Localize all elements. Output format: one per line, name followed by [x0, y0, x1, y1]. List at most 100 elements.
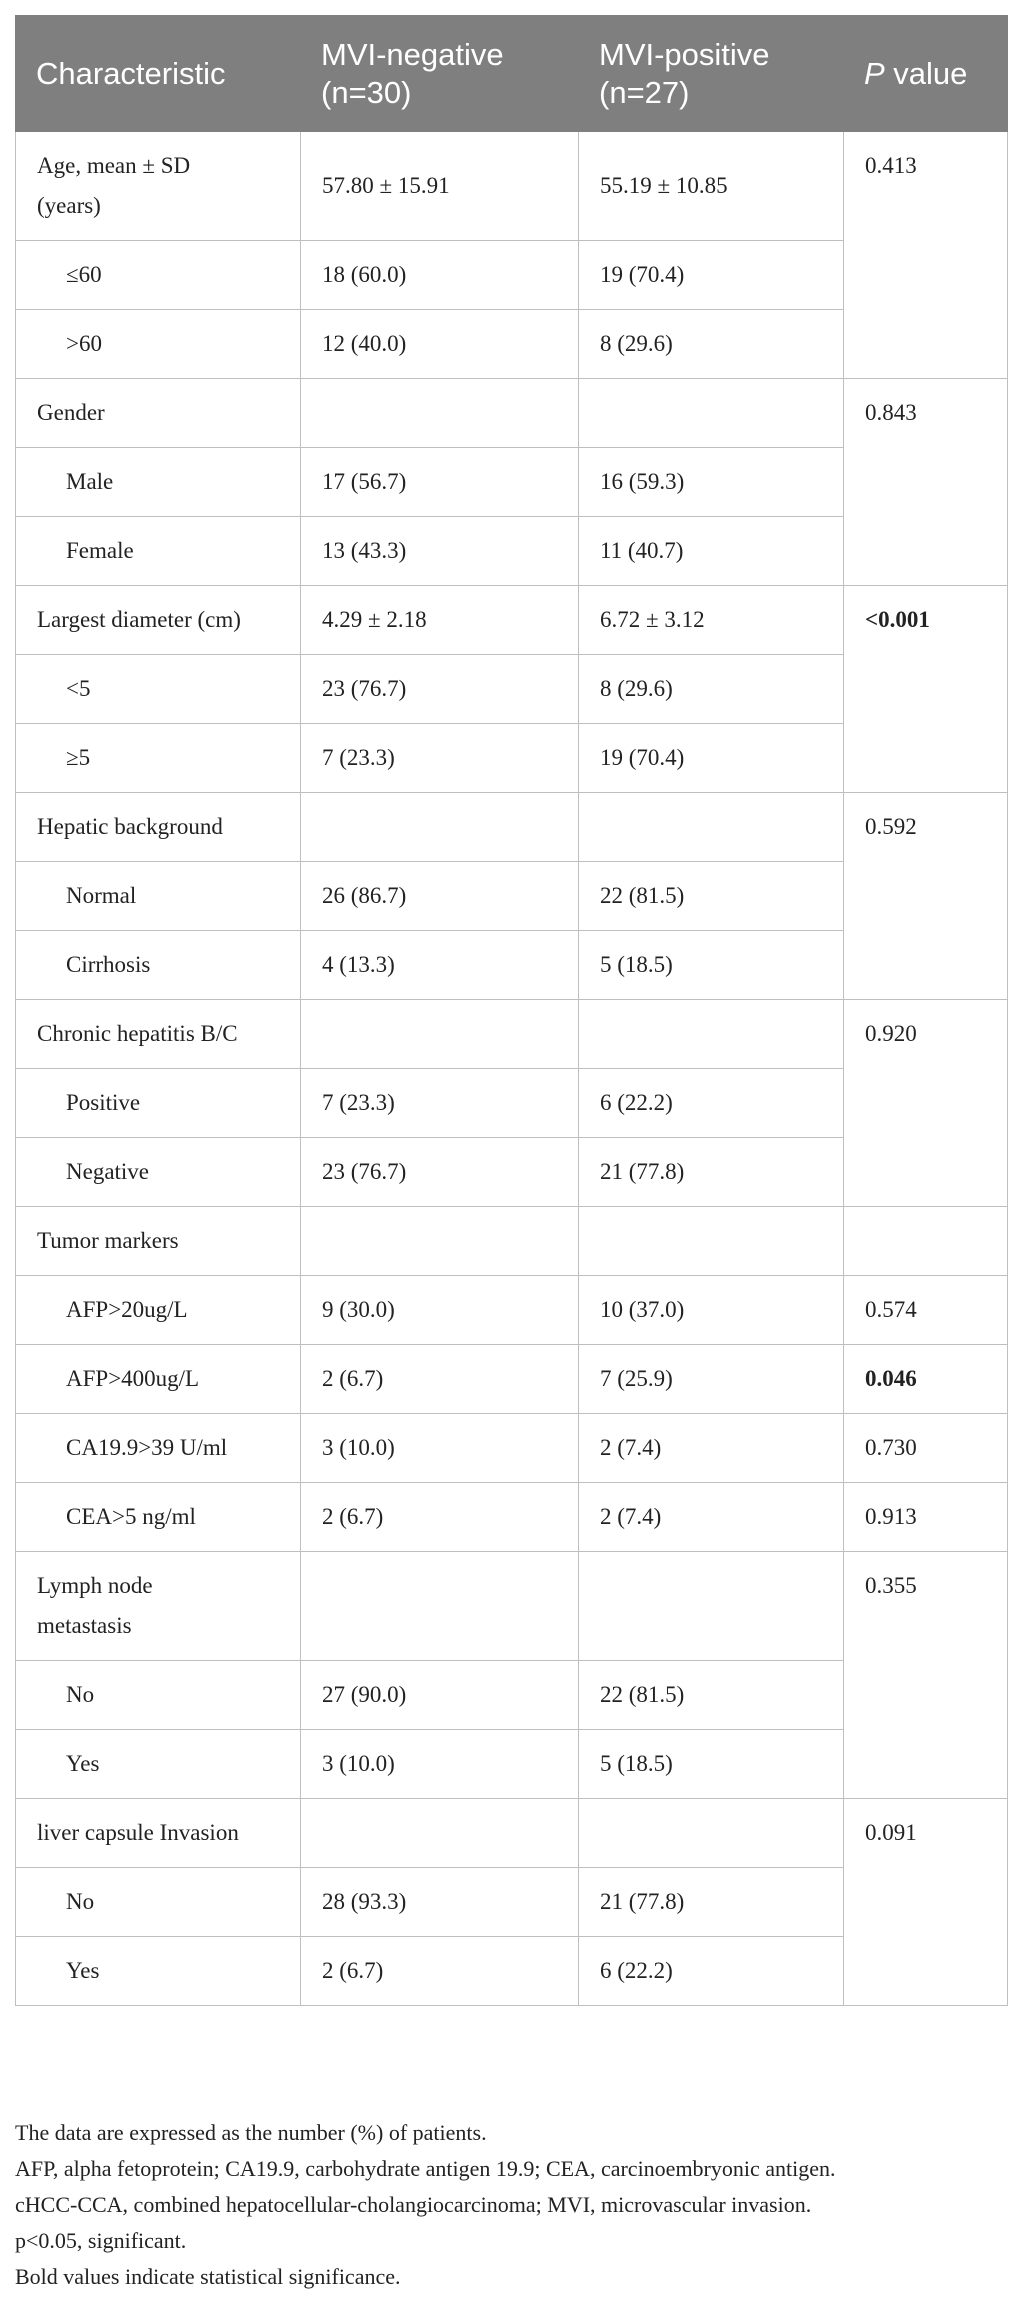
row-label: CA19.9>39 U/ml — [15, 1413, 301, 1483]
p-value-cell: 0.592 — [843, 792, 1008, 1000]
value-cell: 3 (10.0) — [300, 1413, 579, 1483]
value-cell — [578, 1551, 844, 1661]
table-row: AFP>20ug/L 9 (30.0) 10 (37.0) 0.574 — [15, 1275, 1008, 1345]
table-row: Yes 3 (10.0) 5 (18.5) — [15, 1729, 1008, 1799]
value-cell: 4 (13.3) — [300, 930, 579, 1000]
row-label: Age, mean ± SD (years) — [15, 131, 301, 241]
row-label: Negative — [15, 1137, 301, 1207]
p-value-cell: 0.843 — [843, 378, 1008, 586]
value-cell: 16 (59.3) — [578, 447, 844, 517]
value-cell: 6 (22.2) — [578, 1936, 844, 2006]
value-cell — [300, 792, 579, 862]
value-cell: 9 (30.0) — [300, 1275, 579, 1345]
table-row: No 27 (90.0) 22 (81.5) — [15, 1660, 1008, 1730]
value-cell: 18 (60.0) — [300, 240, 579, 310]
value-cell: 19 (70.4) — [578, 240, 844, 310]
value-cell — [578, 792, 844, 862]
row-label: Gender — [15, 378, 301, 448]
row-label: liver capsule Invasion — [15, 1798, 301, 1868]
table-row: liver capsule Invasion 0.091 — [15, 1798, 1008, 2006]
row-label: ≤60 — [15, 240, 301, 310]
value-cell: 22 (81.5) — [578, 1660, 844, 1730]
value-cell: 27 (90.0) — [300, 1660, 579, 1730]
header-cell: MVI-negative (n=30) — [300, 15, 579, 132]
table-row: Normal 26 (86.7) 22 (81.5) — [15, 861, 1008, 931]
table-row: Cirrhosis 4 (13.3) 5 (18.5) — [15, 930, 1008, 1000]
row-label: AFP>20ug/L — [15, 1275, 301, 1345]
header-cell: P value — [843, 15, 1008, 132]
value-cell — [300, 999, 579, 1069]
value-cell: 19 (70.4) — [578, 723, 844, 793]
table-row: ≥5 7 (23.3) 19 (70.4) — [15, 723, 1008, 793]
characteristics-table: Characteristic MVI-negative (n=30) MVI-pos… — [15, 15, 1008, 2006]
value-cell: 23 (76.7) — [300, 1137, 579, 1207]
header-cell: MVI-positive (n=27) — [578, 15, 844, 132]
row-label: Tumor markers — [15, 1206, 301, 1276]
value-cell: 26 (86.7) — [300, 861, 579, 931]
row-label: Lymph node metastasis — [15, 1551, 301, 1661]
value-cell: 6 (22.2) — [578, 1068, 844, 1138]
p-value-cell: 0.920 — [843, 999, 1008, 1207]
table-row: AFP>400ug/L 2 (6.7) 7 (25.9) 0.046 — [15, 1344, 1008, 1414]
value-cell — [578, 999, 844, 1069]
value-cell — [578, 378, 844, 448]
value-cell: 55.19 ± 10.85 — [578, 131, 844, 241]
value-cell: 7 (23.3) — [300, 723, 579, 793]
value-cell — [300, 1206, 579, 1276]
p-value-cell: 0.913 — [843, 1482, 1008, 1552]
row-label: Largest diameter (cm) — [15, 585, 301, 655]
value-cell: 7 (25.9) — [578, 1344, 844, 1414]
p-value-cell: 0.730 — [843, 1413, 1008, 1483]
row-label: Normal — [15, 861, 301, 931]
table-row: Positive 7 (23.3) 6 (22.2) — [15, 1068, 1008, 1138]
row-label: ≥5 — [15, 723, 301, 793]
header-row: Characteristic MVI-negative (n=30) MVI-pos… — [15, 15, 1008, 132]
value-cell: 13 (43.3) — [300, 516, 579, 586]
table-row: Hepatic background 0.592 — [15, 792, 1008, 1000]
value-cell: 21 (77.8) — [578, 1137, 844, 1207]
footnote: Bold values indicate statistical signifi… — [15, 2264, 401, 2289]
value-cell: 6.72 ± 3.12 — [578, 585, 844, 655]
row-label: AFP>400ug/L — [15, 1344, 301, 1414]
row-label: No — [15, 1660, 301, 1730]
value-cell: 10 (37.0) — [578, 1275, 844, 1345]
row-label: Cirrhosis — [15, 930, 301, 1000]
value-cell: 57.80 ± 15.91 — [300, 131, 579, 241]
row-label: Positive — [15, 1068, 301, 1138]
value-cell — [578, 1206, 844, 1276]
table-row: No 28 (93.3) 21 (77.8) — [15, 1867, 1008, 1937]
table-row: ≤60 18 (60.0) 19 (70.4) — [15, 240, 1008, 310]
p-value-cell: 0.413 — [843, 131, 1008, 379]
value-cell: 3 (10.0) — [300, 1729, 579, 1799]
table-row: Female 13 (43.3) 11 (40.7) — [15, 516, 1008, 586]
row-label: Female — [15, 516, 301, 586]
value-cell: 2 (7.4) — [578, 1413, 844, 1483]
value-cell: 2 (6.7) — [300, 1482, 579, 1552]
value-cell — [578, 1798, 844, 1868]
value-cell: 12 (40.0) — [300, 309, 579, 379]
p-value-cell — [843, 1206, 1008, 1276]
value-cell: 2 (6.7) — [300, 1344, 579, 1414]
row-label: Male — [15, 447, 301, 517]
value-cell — [300, 378, 579, 448]
p-value-cell: <0.001 — [843, 585, 1008, 793]
table-row: Yes 2 (6.7) 6 (22.2) — [15, 1936, 1008, 2006]
value-cell — [300, 1551, 579, 1661]
value-cell: 2 (6.7) — [300, 1936, 579, 2006]
value-cell: 7 (23.3) — [300, 1068, 579, 1138]
p-value-cell: 0.355 — [843, 1551, 1008, 1799]
table-row: Gender 0.843 — [15, 378, 1008, 586]
table-row: Lymph node metastasis 0.355 — [15, 1551, 1008, 1799]
p-value-cell: 0.574 — [843, 1275, 1008, 1345]
table-row: CEA>5 ng/ml 2 (6.7) 2 (7.4) 0.913 — [15, 1482, 1008, 1552]
footnote: p<0.05, significant. — [15, 2228, 187, 2253]
row-label: Hepatic background — [15, 792, 301, 862]
value-cell: 8 (29.6) — [578, 309, 844, 379]
value-cell: 11 (40.7) — [578, 516, 844, 586]
footnote: The data are expressed as the number (%)… — [15, 2120, 487, 2145]
row-label: >60 — [15, 309, 301, 379]
value-cell: 22 (81.5) — [578, 861, 844, 931]
row-label: Yes — [15, 1729, 301, 1799]
p-value-cell: 0.091 — [843, 1798, 1008, 2006]
